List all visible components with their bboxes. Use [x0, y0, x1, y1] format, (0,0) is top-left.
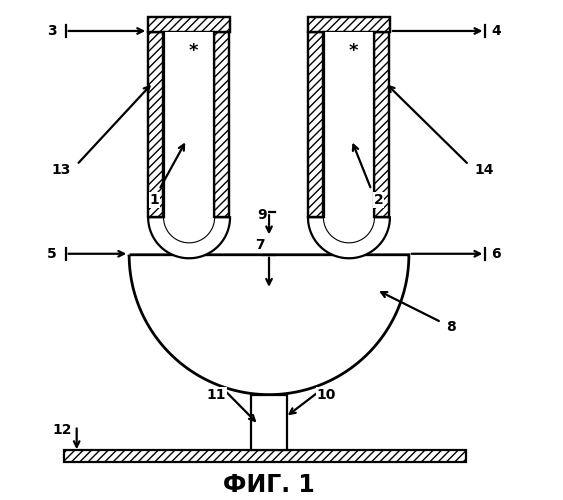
Polygon shape: [308, 32, 323, 218]
Polygon shape: [148, 32, 163, 218]
Text: 3: 3: [47, 24, 56, 38]
Polygon shape: [324, 32, 374, 218]
Text: 12: 12: [52, 422, 72, 436]
Polygon shape: [148, 218, 230, 258]
Polygon shape: [308, 218, 390, 258]
Text: ФИГ. 1: ФИГ. 1: [223, 472, 315, 496]
Text: 5: 5: [47, 247, 57, 261]
Polygon shape: [148, 18, 230, 32]
Polygon shape: [308, 18, 390, 32]
Polygon shape: [324, 218, 374, 242]
Text: *: *: [189, 42, 198, 60]
Polygon shape: [164, 32, 214, 218]
Text: 13: 13: [51, 163, 70, 177]
Polygon shape: [214, 32, 229, 218]
Text: 2: 2: [374, 193, 384, 207]
Polygon shape: [374, 32, 389, 218]
Text: 10: 10: [317, 388, 336, 402]
Text: *: *: [348, 42, 358, 60]
Text: 14: 14: [474, 163, 494, 177]
Text: 8: 8: [446, 320, 456, 334]
Polygon shape: [129, 255, 409, 394]
Text: 11: 11: [207, 388, 226, 402]
Polygon shape: [64, 450, 466, 462]
Text: 1: 1: [149, 193, 159, 207]
Text: 4: 4: [491, 24, 501, 38]
Text: 9: 9: [258, 208, 267, 222]
Polygon shape: [251, 394, 287, 450]
Polygon shape: [164, 218, 214, 242]
Text: 6: 6: [491, 247, 501, 261]
Text: 7: 7: [254, 238, 265, 252]
